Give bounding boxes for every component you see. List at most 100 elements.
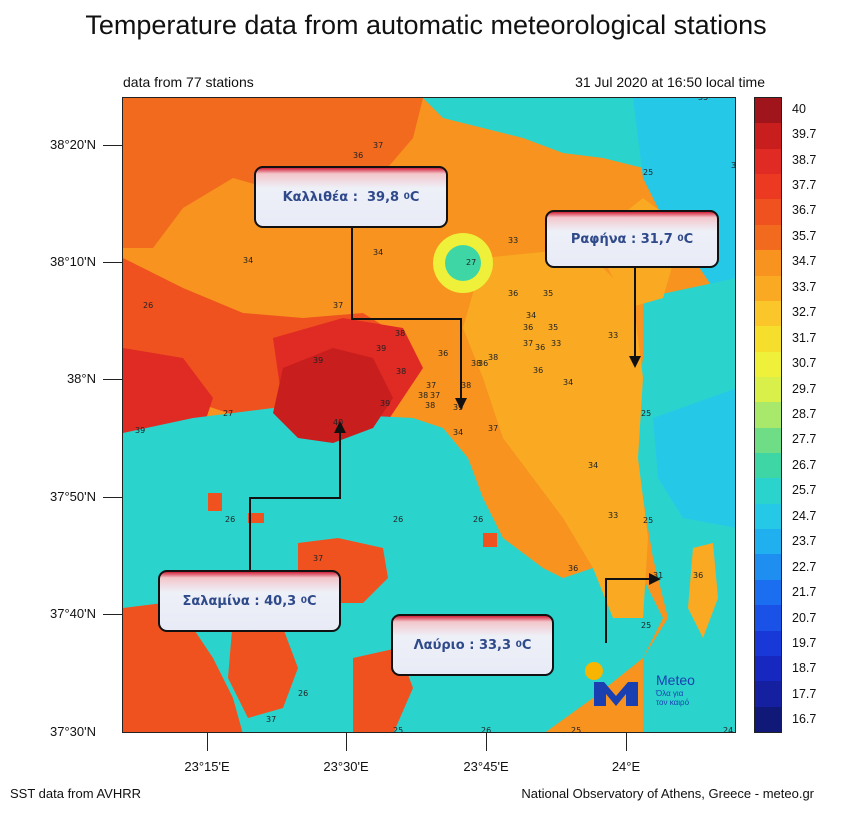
station-value: 35 <box>548 323 558 332</box>
legend-label: 35.7 <box>792 228 817 243</box>
lat-label-2: 38°N <box>66 371 96 386</box>
station-value: 25 <box>641 621 651 630</box>
station-value: 25 <box>643 516 653 525</box>
east-sea-deep <box>653 388 735 528</box>
lat-tick <box>103 614 122 615</box>
degree-symbol: 0 <box>300 596 307 606</box>
station-value: 33 <box>551 339 561 348</box>
degree-symbol: 0 <box>515 640 522 650</box>
lat-label-0: 38°20'N <box>50 137 96 152</box>
callout-kallithea-name: Καλλιθέα : <box>282 189 358 205</box>
islet-3 <box>483 533 497 547</box>
legend-label: 19.7 <box>792 635 817 650</box>
legend-label: 23.7 <box>792 534 817 549</box>
station-value: 36 <box>693 571 703 580</box>
legend-label: 34.7 <box>792 254 817 269</box>
station-value: 26 <box>225 515 235 524</box>
legend-swatch <box>755 148 781 175</box>
station-value: 36 <box>523 323 533 332</box>
legend-label: 22.7 <box>792 559 817 574</box>
station-value: 26 <box>393 515 403 524</box>
legend-swatch <box>755 605 781 631</box>
legend-swatch <box>755 655 781 682</box>
legend-label: 18.7 <box>792 661 817 676</box>
legend-swatch <box>755 503 781 530</box>
legend-swatch <box>755 98 781 124</box>
station-value: 31 <box>731 161 736 170</box>
legend-label: 21.7 <box>792 585 817 600</box>
legend-swatch <box>755 453 781 479</box>
station-value: 38 <box>395 329 405 338</box>
timestamp: 31 Jul 2020 at 16:50 local time <box>575 74 765 90</box>
legend-label: 30.7 <box>792 356 817 371</box>
callout-salamina-unit: C <box>306 593 317 609</box>
lon-tick <box>346 733 347 751</box>
islet-2 <box>248 513 264 523</box>
lon-tick <box>486 733 487 751</box>
station-value: 27 <box>466 258 476 267</box>
station-value: 37 <box>373 141 383 150</box>
legend-swatch <box>755 351 781 377</box>
station-value: 36 <box>535 343 545 352</box>
station-value: 39 <box>453 403 463 412</box>
station-value: 39 <box>313 356 323 365</box>
lon-label-3: 24°E <box>611 759 641 774</box>
station-value: 34 <box>453 428 463 437</box>
meteo-logo-tagline-1: Όλα για <box>656 689 684 698</box>
lon-label-1: 23°30'E <box>323 759 369 774</box>
station-value: 34 <box>373 248 383 257</box>
legend-label: 38.7 <box>792 152 817 167</box>
station-value: 38 <box>425 401 435 410</box>
degree-symbol: 0 <box>403 192 410 202</box>
station-value: 36 <box>568 564 578 573</box>
lat-label-4: 37°40'N <box>50 606 96 621</box>
legend-swatch <box>755 402 781 428</box>
station-labels: 35 37 36 37 31 34 34 33 27 25 26 36 35 38 36 34 36 35 39 39… <box>135 98 736 733</box>
lon-tick <box>207 733 208 751</box>
station-value: 37 <box>488 424 498 433</box>
station-value: 25 <box>641 409 651 418</box>
station-value: 38 <box>488 353 498 362</box>
legend-label: 40 <box>792 101 806 116</box>
station-value: 37 <box>333 301 343 310</box>
callout-lavrio-unit: C <box>521 637 532 653</box>
meteo-logo: Meteo Όλα για τον καιρό <box>584 662 714 712</box>
station-value: 35 <box>698 98 708 102</box>
parnitha-inner <box>445 245 481 281</box>
callout-kallithea-value: 39,8 <box>367 189 400 205</box>
legend-swatch <box>755 427 781 454</box>
station-value: 36 <box>533 366 543 375</box>
station-value: 25 <box>643 168 653 177</box>
station-value: 25 <box>571 726 581 733</box>
callout-rafina-unit: C <box>683 231 694 247</box>
station-count: data from 77 stations <box>123 74 254 90</box>
sst-source: SST data from AVHRR <box>10 786 142 801</box>
station-value: 36 <box>353 151 363 160</box>
legend-label: 20.7 <box>792 610 817 625</box>
callout-salamina-name: Σαλαμίνα : <box>182 593 260 609</box>
legend-swatch <box>755 376 781 403</box>
station-value: 35 <box>543 289 553 298</box>
legend-label: 39.7 <box>792 127 817 142</box>
station-value: 38 <box>396 367 406 376</box>
station-value: 24 <box>723 726 733 733</box>
station-value: 34 <box>243 256 253 265</box>
legend-swatch <box>755 224 781 251</box>
attica-east <box>463 248 648 618</box>
legend-label: 37.7 <box>792 178 817 193</box>
station-value: 38 <box>461 381 471 390</box>
legend-label: 28.7 <box>792 407 817 421</box>
peloponnese-land <box>123 603 243 732</box>
meteo-logo-mark <box>585 662 638 706</box>
legend-swatch <box>755 706 781 732</box>
legend-label: 33.7 <box>792 279 817 294</box>
degree-symbol: 0 <box>677 234 684 244</box>
legend-label: 29.7 <box>792 381 817 396</box>
legend-swatch <box>755 326 781 352</box>
legend-swatch <box>755 579 781 606</box>
callout-rafina-name: Ραφήνα : <box>570 231 637 247</box>
station-value: 37 <box>426 381 436 390</box>
station-value: 39 <box>135 426 145 435</box>
callout-lavrio-name: Λαύριο : <box>413 637 475 653</box>
